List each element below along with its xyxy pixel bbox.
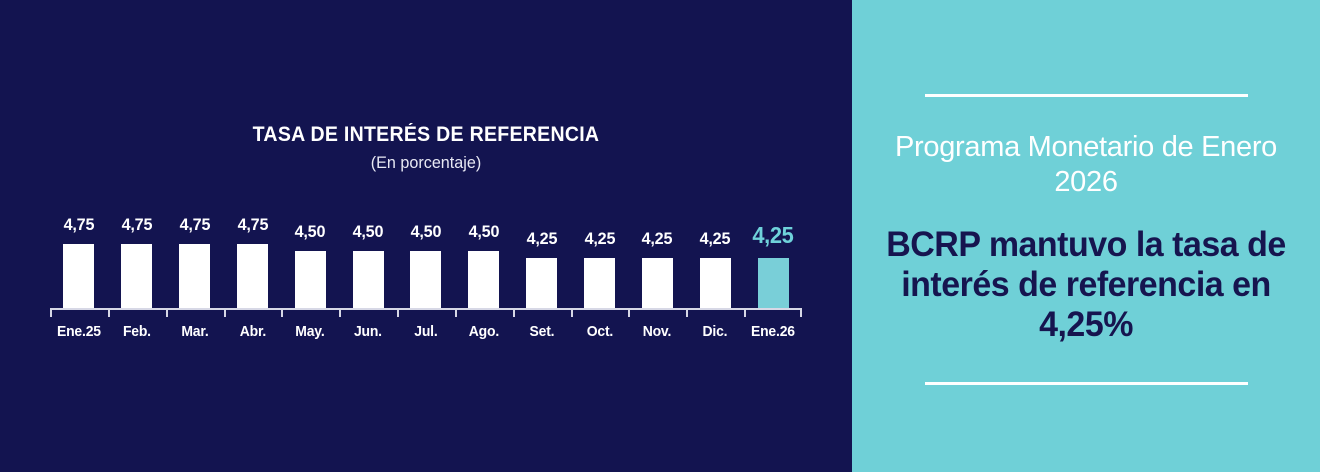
bar-value-label: 4,50	[468, 222, 500, 241]
bar-series: 4,75 4,75 4,75 4,75 4,50 4,50 4,50 4,50 4,25 4,25…	[50, 216, 802, 308]
bar-value-label: 4,50	[352, 222, 384, 241]
bar-slot: 4,25	[744, 216, 802, 308]
bar-value-label-highlight: 4,25	[752, 222, 794, 248]
x-axis-tick-label: Oct.	[586, 323, 613, 340]
bar-slot: 4,50	[455, 216, 513, 308]
x-axis-tick	[107, 308, 166, 317]
bar-value-label: 4,25	[642, 229, 673, 248]
x-axis-ticks	[50, 308, 802, 317]
bar-slot: 4,50	[339, 216, 397, 308]
chart-title: TASA DE INTERÉS DE REFERENCIA	[252, 123, 600, 146]
bar	[410, 251, 442, 308]
x-axis-tick	[686, 308, 744, 317]
divider-rule-top	[925, 94, 1248, 97]
x-axis-tick	[339, 308, 397, 317]
bar-value-label: 4,75	[121, 215, 153, 234]
bar	[352, 251, 384, 308]
x-axis-tick-label: Mar.	[181, 323, 209, 340]
bar-highlight	[757, 258, 789, 308]
x-axis-tick	[165, 308, 224, 317]
bar-slot: 4,50	[281, 216, 339, 308]
bar	[526, 258, 558, 308]
x-axis-tick-label: Ene.25	[56, 323, 101, 340]
headline-panel: Programa Monetario de Enero 2026 BCRP ma…	[852, 0, 1320, 472]
bar	[121, 244, 153, 308]
x-axis-tick-label: Nov.	[643, 323, 672, 340]
x-axis-tick	[50, 308, 108, 317]
x-axis	[50, 308, 802, 317]
bar-slot: 4,25	[686, 216, 744, 308]
x-axis-tick-label: Jul.	[414, 323, 438, 340]
x-axis-tick-label: Feb.	[122, 323, 151, 340]
chart-panel: TASA DE INTERÉS DE REFERENCIA (En porcen…	[0, 122, 852, 346]
bar-value-label: 4,25	[699, 229, 731, 248]
bar-slot: 4,75	[166, 216, 224, 308]
x-axis-tick-label: Ago.	[468, 323, 499, 340]
bar-chart-plot-area: 4,75 4,75 4,75 4,75 4,50 4,50 4,50 4,50 4,25 4,25…	[50, 216, 802, 346]
x-axis-tick	[397, 308, 455, 317]
bar	[699, 258, 731, 308]
bar	[294, 251, 326, 308]
bar-value-label: 4,50	[410, 222, 442, 241]
bar	[468, 251, 500, 308]
bar-slot: 4,75	[108, 216, 166, 308]
x-axis-tick	[570, 308, 629, 317]
x-axis-tick	[512, 308, 571, 317]
divider-rule-bottom	[925, 382, 1248, 385]
bar-slot: 4,25	[571, 216, 629, 308]
bar-slot: 4,75	[50, 216, 108, 308]
x-axis-tick	[454, 308, 513, 317]
x-axis-line	[50, 308, 802, 310]
headline-text: BCRP mantuvo la tasa de interés de refer…	[886, 225, 1286, 344]
bar-value-label: 4,75	[63, 215, 95, 234]
chart-header: TASA DE INTERÉS DE REFERENCIA (En porcen…	[0, 122, 852, 175]
bar	[641, 258, 673, 308]
x-axis-tick-label: May.	[295, 323, 325, 340]
bar	[179, 244, 211, 308]
bar-value-label: 4,25	[584, 229, 615, 248]
chart-subtitle: (En porcentaje)	[370, 153, 482, 172]
x-axis-tick	[281, 308, 339, 317]
x-axis-tick	[628, 308, 686, 317]
bar-slot: 4,50	[397, 216, 455, 308]
bar-slot: 4,75	[224, 216, 282, 308]
x-axis-tick	[744, 308, 802, 317]
bar-slot: 4,25	[628, 216, 686, 308]
bar-value-label: 4,50	[294, 222, 326, 241]
bar-value-label: 4,75	[237, 215, 268, 234]
x-axis-tick-label: Dic.	[702, 323, 728, 340]
bar	[584, 258, 616, 308]
x-axis-tick-label: Jun.	[354, 323, 383, 340]
bar	[63, 244, 95, 308]
x-axis-tick	[223, 308, 282, 317]
bar-value-label: 4,75	[179, 215, 210, 234]
x-axis-category-labels: Ene.25 Feb. Mar. Abr. May. Jun. Jul. Ago. Set. Oc…	[50, 322, 802, 341]
bar-slot: 4,25	[513, 216, 571, 308]
x-axis-tick-label: Ene.26	[751, 323, 795, 340]
bar-value-label: 4,25	[526, 229, 558, 248]
bar	[236, 244, 268, 308]
kicker-text: Programa Monetario de Enero 2026	[895, 131, 1277, 198]
x-axis-tick-label: Set.	[529, 323, 555, 340]
x-axis-tick-label: Abr.	[239, 323, 266, 340]
